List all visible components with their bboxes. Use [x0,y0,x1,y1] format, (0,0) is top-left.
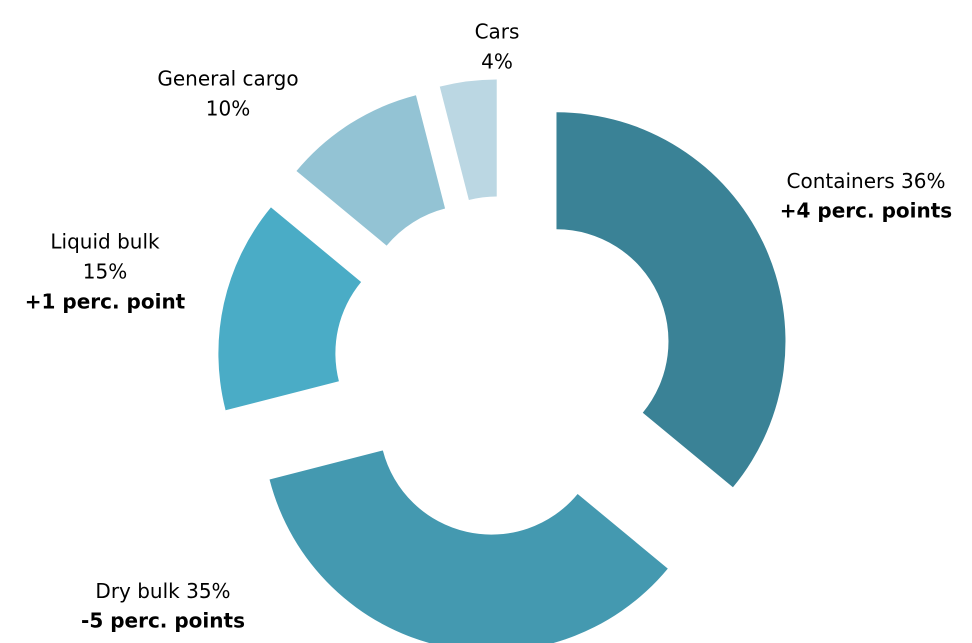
value-label: 4% [481,50,513,74]
value-label: 35% [186,579,230,603]
category-name: Liquid bulk [50,230,160,254]
change-label: -5 perc. points [81,609,245,633]
category-name: Dry bulk [95,579,180,603]
category-name: General cargo [157,67,298,91]
category-name: Cars [475,20,520,44]
segment-label: Containers 36% [787,169,946,193]
donut-segment [439,79,497,200]
donut-segment [269,450,668,643]
value-label: 36% [901,169,945,193]
change-label: +1 perc. point [25,290,186,314]
category-name: Containers [787,169,895,193]
donut-segment [556,112,786,488]
value-label: 15% [83,260,127,284]
donut-segment [218,207,362,411]
value-label: 10% [206,97,250,121]
donut-segment [296,95,446,246]
change-label: +4 perc. points [780,199,952,223]
segment-label: Dry bulk 35% [95,579,230,603]
